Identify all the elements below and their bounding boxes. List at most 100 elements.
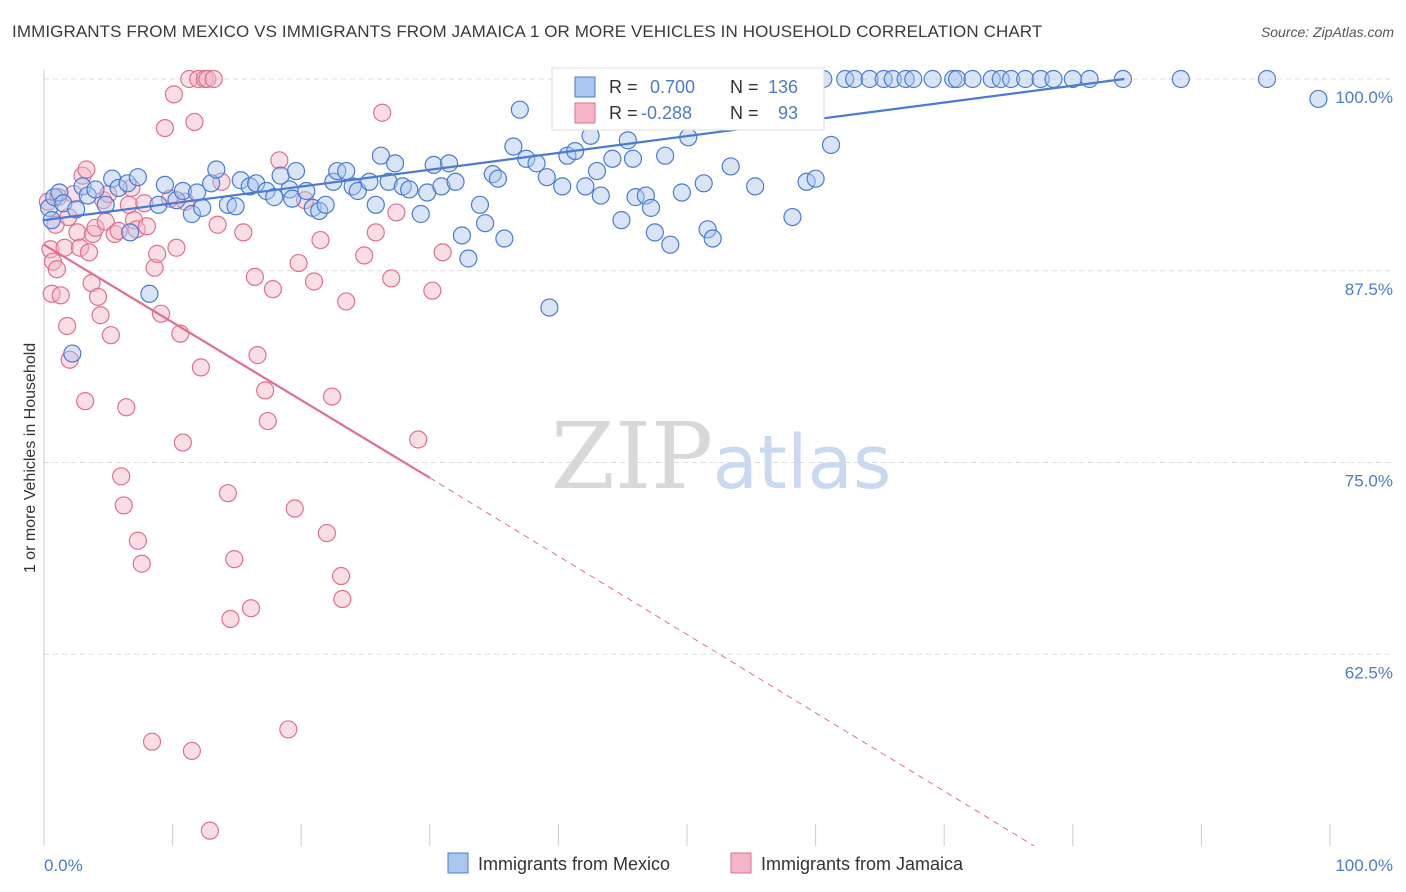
mexico-point xyxy=(371,146,391,165)
jamaica-point xyxy=(387,203,406,222)
mexico-point xyxy=(366,195,385,214)
jamaica-r-label: R = xyxy=(609,103,638,123)
jamaica-n-value: 93 xyxy=(778,103,798,123)
jamaica-point xyxy=(198,69,217,89)
mexico-point xyxy=(553,177,572,196)
mexico-point xyxy=(672,183,691,202)
mexico-point xyxy=(495,229,514,248)
jamaica-point xyxy=(128,531,147,550)
x-tick-label-max: 100.0% xyxy=(1335,856,1393,875)
mexico-point xyxy=(698,220,717,239)
mexico-point xyxy=(121,223,140,242)
jamaica-point xyxy=(51,286,70,305)
mexico-point xyxy=(540,298,559,317)
jamaica-point xyxy=(333,589,352,609)
jamaica-point xyxy=(155,118,174,138)
mexico-point xyxy=(452,226,472,245)
mexico-trend-line xyxy=(43,77,1125,222)
mexico-point xyxy=(591,186,610,205)
jamaica-point xyxy=(322,387,342,406)
jamaica-point xyxy=(109,221,128,240)
jamaica-point xyxy=(263,280,283,299)
jamaica-point xyxy=(145,258,164,277)
jamaica-point xyxy=(58,316,77,336)
jamaica-point xyxy=(331,566,351,586)
mexico-point xyxy=(806,169,825,188)
mexico-point xyxy=(896,69,915,89)
watermark: ZIP atlas xyxy=(551,403,892,510)
y-tick-label: 75.0% xyxy=(1345,472,1393,491)
jamaica-point xyxy=(117,398,136,417)
mexico-point xyxy=(400,180,419,199)
mexico-point xyxy=(612,211,631,230)
jamaica-point xyxy=(221,609,240,629)
mexico-r-label: R = xyxy=(609,77,638,97)
jamaica-point xyxy=(245,267,265,286)
jamaica-point xyxy=(70,238,90,257)
jamaica-point xyxy=(88,287,108,306)
mexico-point xyxy=(694,174,713,193)
mexico-point xyxy=(432,177,451,196)
mexico-point xyxy=(923,69,942,89)
mexico-point xyxy=(446,172,465,191)
jamaica-point xyxy=(433,243,452,262)
mexico-point xyxy=(963,69,982,89)
jamaica-point xyxy=(77,160,96,179)
mexico-point xyxy=(96,195,115,214)
mexico-point xyxy=(182,204,201,224)
jamaica-trend-extension xyxy=(429,477,1035,847)
jamaica-point xyxy=(208,215,227,234)
jamaica-legend-swatch xyxy=(574,102,596,124)
watermark-atlas: atlas xyxy=(713,420,892,506)
mexico-point xyxy=(50,183,69,202)
jamaica-point xyxy=(248,346,267,365)
jamaica-point xyxy=(285,499,304,518)
mexico-point xyxy=(1257,69,1277,89)
jamaica-point xyxy=(76,392,95,411)
y-tick-label: 62.5% xyxy=(1345,663,1393,682)
mexico-point xyxy=(439,154,459,173)
mexico-point xyxy=(470,195,490,214)
jamaica-point xyxy=(132,554,151,573)
mexico-point xyxy=(67,200,86,219)
mexico-point xyxy=(155,175,174,194)
mexico-point xyxy=(411,204,430,224)
mexico-point xyxy=(504,137,523,156)
jamaica-point xyxy=(256,381,275,400)
mexico-legend-swatch xyxy=(574,76,596,98)
jamaica-point xyxy=(114,496,133,515)
mexico-point xyxy=(1309,89,1328,109)
mexico-point xyxy=(904,69,923,89)
mexico-point xyxy=(86,180,105,199)
mexico-series-label: Immigrants from Mexico xyxy=(478,854,670,874)
jamaica-n-label: N = xyxy=(730,103,759,123)
mexico-point xyxy=(488,169,508,188)
mexico-point xyxy=(283,189,302,208)
x-tick-label-min: 0.0% xyxy=(44,856,83,875)
mexico-point xyxy=(783,207,802,227)
mexico-point xyxy=(703,229,722,248)
jamaica-point xyxy=(279,720,298,739)
mexico-point xyxy=(337,161,356,181)
mexico-point xyxy=(587,161,607,181)
mexico-point xyxy=(173,181,192,201)
jamaica-point xyxy=(42,284,61,303)
jamaica-r-value: -0.288 xyxy=(641,103,692,123)
jamaica-trend-line xyxy=(43,243,431,479)
jamaica-point xyxy=(173,433,192,452)
jamaica-point xyxy=(164,85,183,104)
mexico-point xyxy=(316,195,335,214)
mexico-n-label: N = xyxy=(730,77,759,97)
jamaica-point xyxy=(225,550,244,569)
mexico-point xyxy=(618,131,637,150)
jamaica-point xyxy=(86,218,105,237)
jamaica-point xyxy=(68,223,87,242)
jamaica-point xyxy=(258,411,277,431)
jamaica-point xyxy=(382,269,401,288)
mexico-point xyxy=(459,249,478,268)
mexico-point xyxy=(231,171,250,190)
jamaica-point xyxy=(182,741,201,760)
mexico-point xyxy=(202,174,221,193)
jamaica-point xyxy=(366,223,385,242)
